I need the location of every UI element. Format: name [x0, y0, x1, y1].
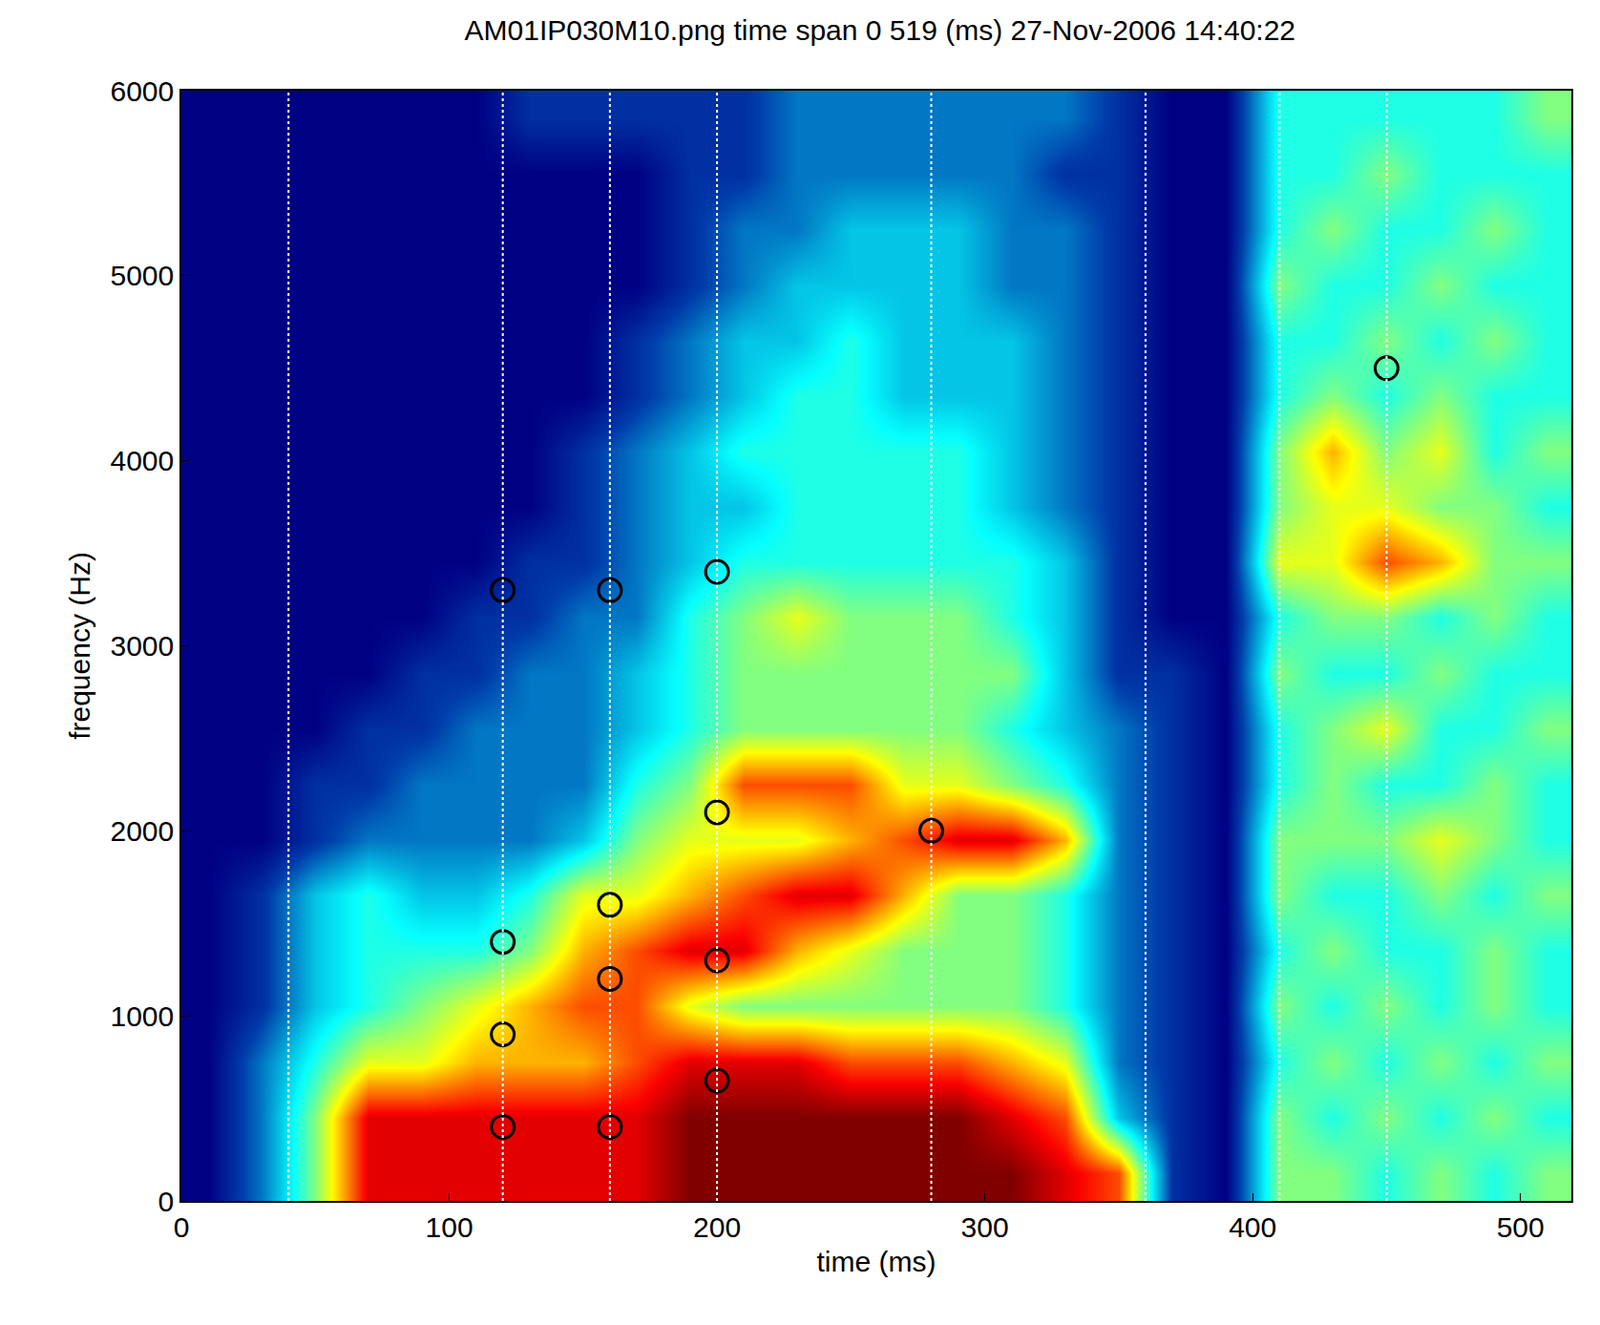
- svg-text:4000: 4000: [110, 444, 175, 477]
- svg-text:3000: 3000: [110, 630, 175, 662]
- svg-text:0: 0: [173, 1211, 190, 1243]
- svg-text:300: 300: [961, 1211, 1010, 1243]
- svg-text:6000: 6000: [110, 75, 175, 107]
- svg-text:time (ms): time (ms): [817, 1245, 937, 1278]
- svg-text:AM01IP030M10.png time span 0 5: AM01IP030M10.png time span 0 519 (ms) 27…: [464, 14, 1297, 46]
- svg-text:1000: 1000: [110, 1000, 175, 1032]
- svg-text:400: 400: [1228, 1211, 1277, 1243]
- svg-text:frequency (Hz): frequency (Hz): [63, 551, 96, 740]
- svg-text:200: 200: [693, 1211, 741, 1243]
- svg-text:2000: 2000: [110, 815, 175, 847]
- svg-text:5000: 5000: [110, 259, 175, 292]
- svg-text:0: 0: [158, 1185, 175, 1218]
- svg-text:500: 500: [1496, 1211, 1545, 1243]
- svg-text:100: 100: [425, 1211, 474, 1243]
